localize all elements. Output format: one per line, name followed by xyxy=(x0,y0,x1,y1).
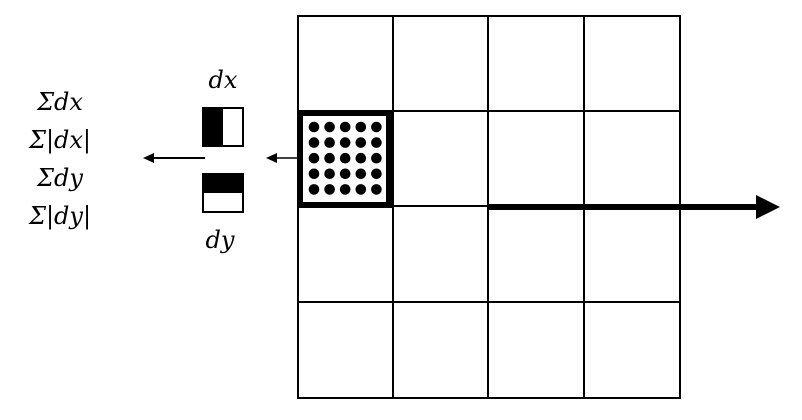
sample-point xyxy=(324,137,335,148)
sample-point xyxy=(355,152,367,164)
sample-point xyxy=(371,121,382,133)
arrow-to-sums xyxy=(143,153,205,163)
sample-point xyxy=(355,137,367,148)
highlighted-cell xyxy=(297,110,392,208)
sample-point xyxy=(308,137,320,148)
sample-point xyxy=(324,184,335,195)
sample-point xyxy=(324,121,335,133)
sample-point xyxy=(324,168,335,180)
sum-dx-label: Σdx xyxy=(36,88,83,116)
sample-point xyxy=(371,137,382,148)
sample-point xyxy=(339,152,351,164)
sample-point xyxy=(339,184,351,195)
sample-point xyxy=(324,152,335,164)
sample-point xyxy=(371,168,382,180)
sum-dy-label: Σdy xyxy=(36,164,83,192)
sample-point xyxy=(339,137,351,148)
sum-labels: Σdx Σ|dx| Σdy Σ|dy| xyxy=(28,88,91,231)
sum-abs-dx-label: Σ|dx| xyxy=(28,126,91,155)
haar-wavelets: dx dy xyxy=(202,66,244,254)
sample-point xyxy=(308,121,320,133)
sample-point xyxy=(355,184,367,195)
sample-point xyxy=(308,152,320,164)
sample-point xyxy=(308,184,320,195)
haar-dy-icon xyxy=(202,173,244,213)
sample-points xyxy=(308,121,382,195)
dy-label: dy xyxy=(206,226,235,254)
haar-dx-icon xyxy=(202,107,244,147)
sample-point xyxy=(339,121,351,133)
sample-point xyxy=(355,121,367,133)
sample-point xyxy=(371,184,382,195)
sample-point xyxy=(308,168,320,180)
sum-abs-dy-label: Σ|dy| xyxy=(28,202,91,231)
orientation-arrow xyxy=(488,195,780,219)
sample-point xyxy=(339,168,351,180)
dx-label: dx xyxy=(209,66,238,94)
sample-point xyxy=(371,152,382,164)
sample-point xyxy=(355,168,367,180)
